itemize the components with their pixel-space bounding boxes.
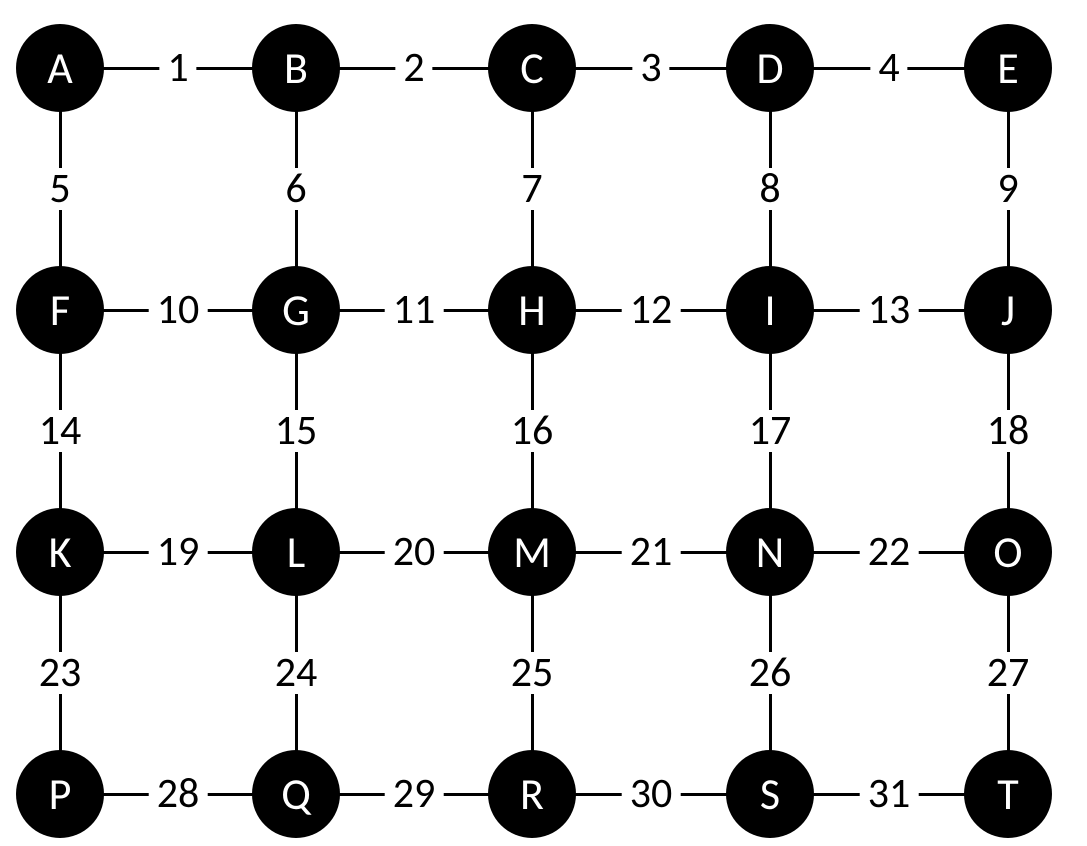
node-label: O (993, 525, 1022, 579)
edge-label-20: 20 (385, 531, 444, 573)
node-label: P (49, 767, 72, 821)
node-label: L (287, 525, 306, 579)
edge-label-2: 2 (395, 47, 432, 89)
edge-label-26: 26 (741, 652, 800, 694)
edge-label-5: 5 (41, 168, 78, 210)
edge-label-7: 7 (513, 168, 550, 210)
node-label: Q (281, 767, 311, 821)
edge-label-10: 10 (149, 289, 208, 331)
node-J: J (964, 266, 1052, 354)
edge-label-21: 21 (622, 531, 681, 573)
node-H: H (488, 266, 576, 354)
node-Q: Q (252, 750, 340, 838)
node-label: D (756, 41, 783, 95)
node-D: D (726, 24, 814, 112)
edge-label-31: 31 (860, 773, 919, 815)
edge-label-24: 24 (267, 652, 326, 694)
edge-label-9: 9 (989, 168, 1026, 210)
node-I: I (726, 266, 814, 354)
node-label: J (1001, 283, 1015, 337)
edge-label-17: 17 (741, 410, 800, 452)
edge-label-6: 6 (277, 168, 314, 210)
node-R: R (488, 750, 576, 838)
node-S: S (726, 750, 814, 838)
node-label: K (49, 525, 72, 579)
node-K: K (16, 508, 104, 596)
edge-label-13: 13 (860, 289, 919, 331)
node-label: M (513, 525, 551, 579)
node-N: N (726, 508, 814, 596)
edge-label-19: 19 (149, 531, 208, 573)
edge-label-30: 30 (622, 773, 681, 815)
edge-label-15: 15 (267, 410, 326, 452)
node-label: R (520, 767, 544, 821)
node-label: S (760, 767, 780, 821)
node-label: F (50, 283, 70, 337)
edge-label-12: 12 (622, 289, 681, 331)
node-A: A (16, 24, 104, 112)
edge-label-8: 8 (751, 168, 788, 210)
node-T: T (964, 750, 1052, 838)
edge-label-14: 14 (31, 410, 90, 452)
edge-label-28: 28 (149, 773, 208, 815)
node-L: L (252, 508, 340, 596)
edge-label-22: 22 (860, 531, 919, 573)
node-P: P (16, 750, 104, 838)
node-label: A (47, 41, 72, 95)
edge-label-16: 16 (503, 410, 562, 452)
node-M: M (488, 508, 576, 596)
node-label: I (764, 283, 775, 337)
edge-label-3: 3 (632, 47, 669, 89)
edge-label-27: 27 (979, 652, 1038, 694)
node-label: B (284, 41, 308, 95)
node-label: N (756, 525, 784, 579)
edge-label-4: 4 (870, 47, 907, 89)
node-E: E (964, 24, 1052, 112)
edge-label-18: 18 (979, 410, 1038, 452)
edge-label-25: 25 (503, 652, 562, 694)
node-F: F (16, 266, 104, 354)
node-label: H (518, 283, 545, 337)
node-label: C (520, 41, 543, 95)
edge-label-29: 29 (385, 773, 444, 815)
graph-diagram: 1234567891011121314151617181920212223242… (0, 0, 1087, 846)
edge-label-11: 11 (385, 289, 444, 331)
node-B: B (252, 24, 340, 112)
edge-label-23: 23 (31, 652, 90, 694)
node-O: O (964, 508, 1052, 596)
node-G: G (252, 266, 340, 354)
node-label: G (282, 283, 310, 337)
node-label: E (997, 41, 1018, 95)
edge-label-1: 1 (159, 47, 196, 89)
node-C: C (488, 24, 576, 112)
node-label: T (997, 767, 1018, 821)
